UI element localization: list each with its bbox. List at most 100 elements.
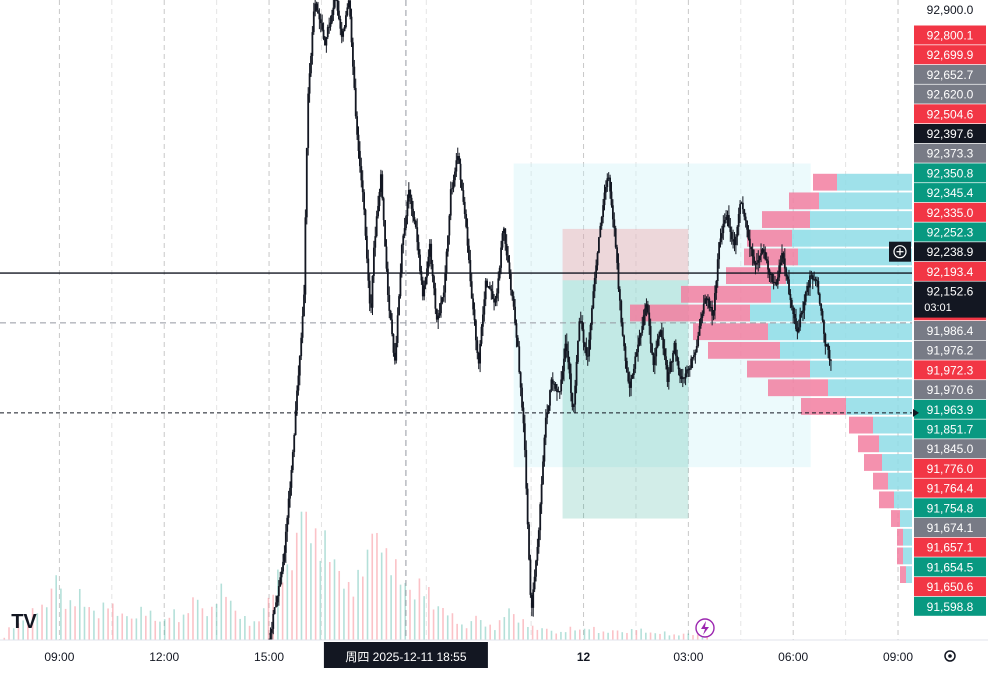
candle-body: [736, 226, 739, 237]
volume-bar: [371, 533, 374, 640]
candle-body: [734, 236, 737, 246]
price-label: 91,972.3: [927, 363, 974, 377]
settings-gear-icon[interactable]: [944, 650, 956, 662]
volume-bar: [437, 606, 440, 640]
candle-body: [385, 246, 388, 269]
volume-bar: [3, 637, 6, 640]
volume-bar: [163, 619, 166, 640]
price-label: 91,986.4: [927, 324, 974, 338]
candle-body: [300, 337, 303, 357]
settings-gear-center: [948, 654, 952, 658]
candle-body: [688, 368, 691, 370]
volume-bar: [154, 620, 157, 640]
candle-body: [412, 208, 414, 218]
candle-body: [304, 217, 307, 295]
volume-bar: [569, 626, 572, 640]
volume-bar: [649, 632, 652, 640]
candle-body: [726, 215, 729, 217]
candle-body: [475, 320, 477, 341]
candle-body: [807, 285, 810, 288]
candle-body: [732, 239, 734, 242]
candle-body: [714, 293, 716, 311]
volume-bar: [239, 618, 241, 640]
candle-body: [325, 37, 328, 46]
volume-bar: [574, 630, 576, 640]
candle-body: [621, 322, 624, 336]
volume-bar: [145, 615, 147, 640]
volume-profile-down-bar: [873, 472, 888, 490]
candle-body: [790, 300, 793, 308]
candle-body: [830, 359, 832, 361]
candle-body: [620, 300, 623, 323]
volume-bar: [395, 559, 397, 640]
candle-body: [420, 271, 423, 281]
price-label-badge: [914, 124, 986, 143]
candle-body: [565, 343, 568, 351]
candle-body: [542, 461, 544, 485]
candle-body: [308, 73, 311, 94]
price-label: 91,598.8: [927, 600, 974, 614]
volume-bar: [494, 630, 496, 640]
candle-body: [384, 220, 386, 247]
candle-body: [396, 315, 399, 343]
price-label-badge: [914, 380, 986, 400]
volume-bar: [390, 575, 392, 640]
candle-body: [603, 192, 606, 206]
candle-body: [611, 205, 614, 220]
candle-body: [592, 291, 595, 309]
volume-bar: [385, 548, 388, 640]
volume-bar: [362, 576, 364, 640]
price-label: 92,652.7: [927, 68, 974, 82]
candle-body: [519, 372, 522, 388]
candle-body: [280, 571, 283, 578]
volume-bar: [31, 608, 34, 640]
volume-bar: [602, 631, 605, 640]
candle-body: [704, 298, 707, 304]
candle-body: [512, 296, 515, 307]
volume-bar: [83, 606, 86, 640]
candle-body: [433, 276, 435, 289]
volume-bar: [635, 630, 638, 640]
volume-profile-up-bar: [846, 398, 912, 415]
position-stop-zone[interactable]: [562, 228, 689, 281]
volume-bar: [498, 620, 501, 640]
volume-bar: [178, 622, 180, 640]
candle-body: [613, 219, 616, 229]
candle-body: [741, 202, 744, 210]
price-label-badge: [914, 242, 986, 262]
lightning-bolt: [701, 621, 709, 635]
candle-body: [662, 337, 665, 349]
candle-body: [690, 358, 693, 369]
volume-bar: [663, 631, 666, 640]
volume-bar: [668, 635, 671, 640]
candle-body: [796, 329, 799, 333]
candle-body: [800, 313, 803, 315]
candle-body: [725, 216, 728, 220]
plus-circle-icon[interactable]: [893, 245, 907, 259]
volume-bar: [192, 597, 194, 640]
candle-body: [618, 289, 621, 301]
candle-body: [760, 253, 762, 256]
candle-body: [528, 524, 530, 560]
candle-body: [331, 14, 333, 23]
candle-body: [586, 355, 589, 357]
volume-bar: [682, 633, 685, 640]
candle-body: [459, 163, 462, 180]
candle-body: [410, 197, 413, 209]
volume-bar: [126, 616, 128, 640]
volume-profile-down-bar: [849, 416, 873, 434]
candle-body: [544, 417, 547, 438]
candle-body: [659, 330, 662, 336]
candle-body: [556, 388, 558, 393]
price-label: 92,193.4: [927, 265, 974, 279]
time-axis[interactable]: [0, 640, 988, 670]
candle-body: [683, 377, 686, 379]
candle-body: [810, 275, 813, 277]
candle-body: [311, 32, 314, 56]
volume-bar: [621, 632, 624, 640]
price-label-badge: [914, 143, 986, 163]
volume-bar: [196, 599, 199, 640]
volume-profile-up-bar: [780, 341, 912, 359]
